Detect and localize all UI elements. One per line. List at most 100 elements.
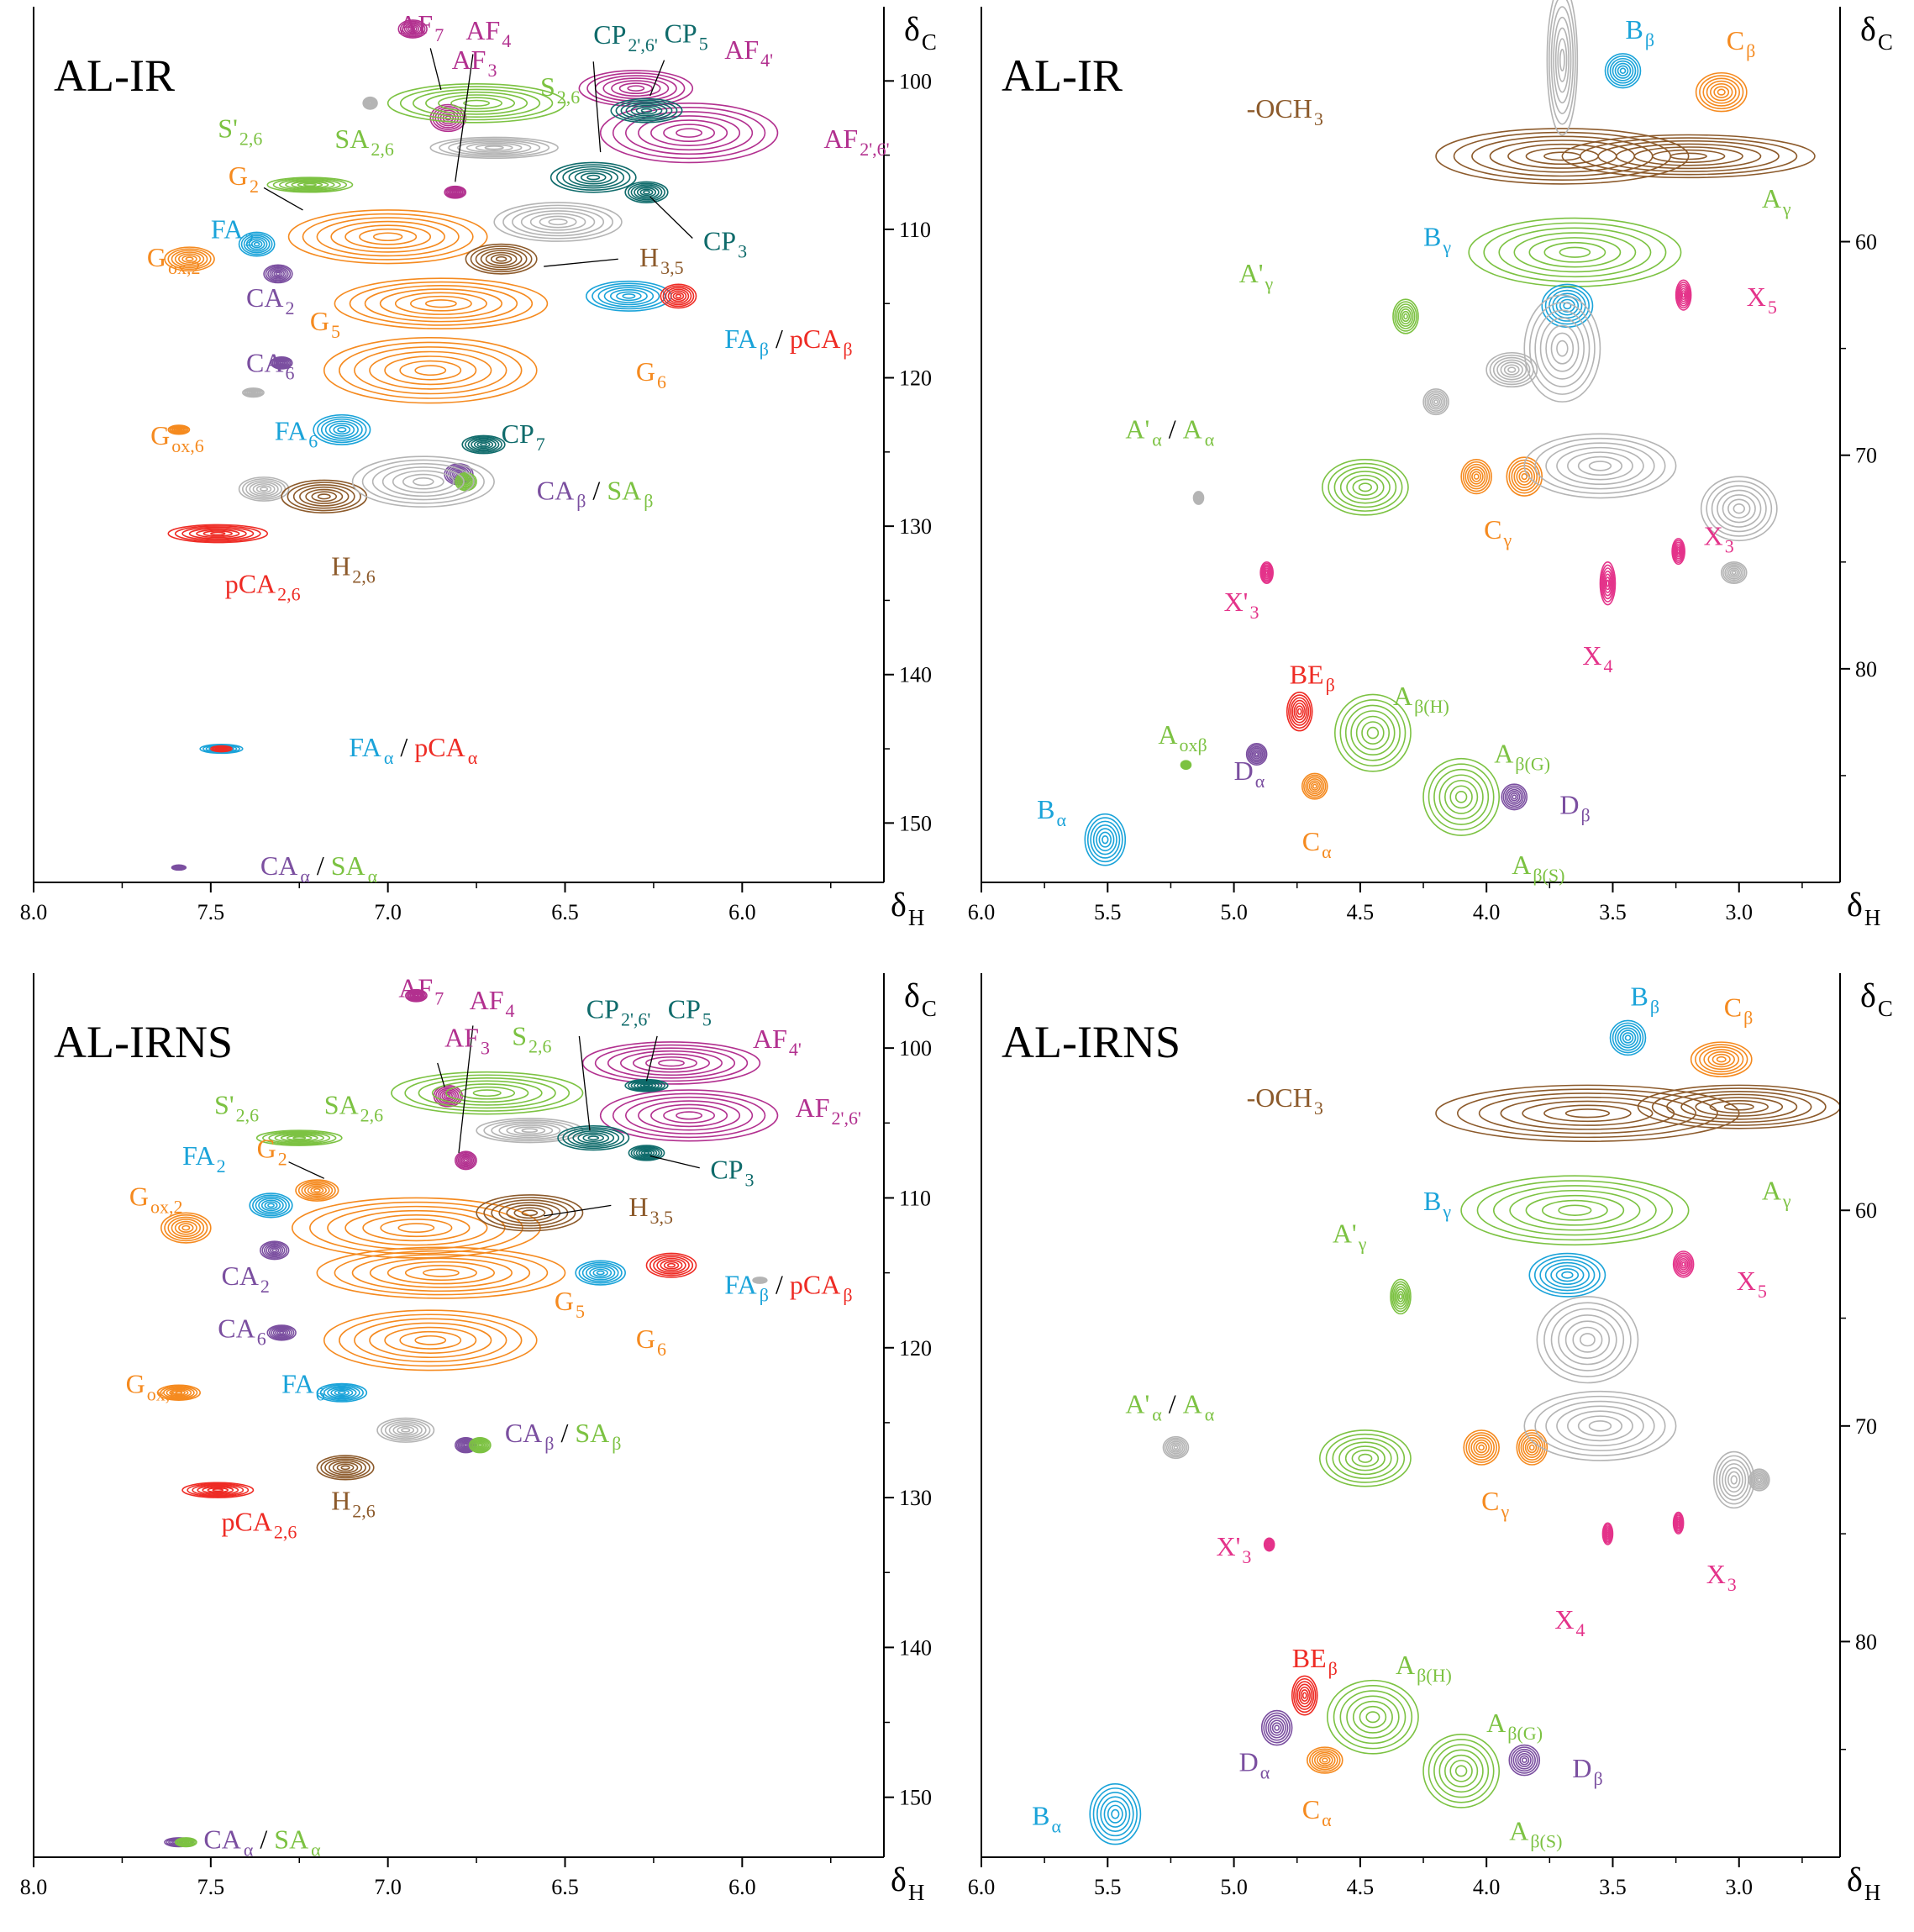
peak-label: S'2,6 — [214, 1090, 259, 1126]
peak-label: Aβ(S) — [1509, 1815, 1562, 1851]
peak-label: AF2',6' — [823, 124, 889, 160]
peak-label-pair: FA β / pCA β — [724, 324, 852, 360]
x-tick-label: 6.0 — [728, 1875, 756, 1899]
contour-line — [1673, 541, 1684, 561]
contour-line — [1506, 788, 1522, 805]
contour-line — [491, 1199, 569, 1227]
peak-label: Cγ — [1481, 1486, 1509, 1522]
contour-peak — [1301, 772, 1328, 800]
contour-line — [1465, 1432, 1497, 1463]
contour-line — [1510, 792, 1519, 802]
contour-peak — [1695, 71, 1748, 113]
peak-label: Aβ(G) — [1494, 739, 1550, 775]
contour-line — [1296, 1683, 1313, 1708]
contour-line — [1365, 1711, 1380, 1724]
contour-line — [1518, 470, 1531, 483]
contour-line — [475, 247, 528, 271]
contour-line — [1339, 1690, 1407, 1745]
contour-line — [1712, 1450, 1755, 1509]
contour-line — [286, 1134, 313, 1141]
contour-line — [275, 271, 281, 276]
peak-label: CA2 — [221, 1261, 269, 1297]
contour-line — [1264, 569, 1270, 576]
contour-peak — [167, 524, 269, 544]
contour-line — [1751, 1471, 1768, 1488]
contour-line — [316, 217, 460, 257]
y-tick-label: 120 — [899, 366, 932, 391]
peak-label-pair: CA α / SA α — [260, 850, 378, 887]
contour-line — [275, 1329, 289, 1337]
contour-line — [287, 482, 361, 512]
contour-line — [183, 1840, 188, 1844]
contour-line — [248, 238, 266, 250]
peak-label: X3 — [1704, 520, 1734, 556]
contour-line — [1431, 397, 1441, 407]
contour-line — [477, 1443, 482, 1447]
contour-line — [1328, 462, 1403, 512]
contour-line — [612, 107, 766, 160]
contour-line — [275, 359, 289, 367]
leader-line — [437, 1062, 445, 1087]
contour-line — [580, 172, 607, 182]
x-tick-label: 5.0 — [1220, 1875, 1248, 1899]
leader-line — [649, 1155, 700, 1169]
contour-peak — [1334, 693, 1412, 772]
contour-line — [630, 1145, 663, 1161]
contour-line — [1614, 1024, 1642, 1051]
contour-line — [1558, 1314, 1617, 1366]
contour-line — [1288, 694, 1312, 729]
contour-line — [366, 99, 374, 107]
contour-line — [313, 1187, 321, 1193]
contour-line — [1263, 567, 1270, 578]
contour-line — [1319, 1756, 1331, 1765]
contour-line — [1496, 359, 1528, 381]
contour-line — [445, 186, 465, 198]
peak-label: Dβ — [1572, 1753, 1602, 1789]
contour-peak — [1089, 1782, 1142, 1845]
contour-line — [1428, 1739, 1495, 1803]
contour-line — [1454, 1765, 1468, 1777]
contour-line — [371, 462, 475, 501]
contour-line — [1512, 794, 1517, 800]
contour-line — [279, 361, 284, 365]
contour-line — [1709, 1099, 1769, 1114]
contour-line — [1678, 1257, 1689, 1271]
contour-peak — [362, 96, 378, 110]
contour-line — [269, 267, 287, 280]
contour-line — [1549, 0, 1576, 125]
contour-line — [585, 1265, 616, 1281]
contour-line — [271, 269, 285, 279]
contour-line — [429, 136, 559, 159]
contour-line — [1265, 570, 1269, 576]
peak-label: BEβ — [1292, 1643, 1338, 1679]
contour-line — [337, 1390, 346, 1395]
contour-line — [364, 97, 376, 108]
contour-line — [660, 283, 697, 309]
contour-line — [572, 1130, 615, 1146]
peak-label: Aβ(H) — [1393, 681, 1449, 717]
x-tick-label: 6.5 — [551, 1875, 579, 1899]
contour-line — [276, 360, 287, 366]
peak-label: Dα — [1234, 755, 1265, 792]
contour-line — [455, 1151, 476, 1169]
contour-line — [634, 1081, 660, 1090]
contour-line — [1730, 1475, 1738, 1485]
contour-line — [1333, 1685, 1413, 1750]
contour-line — [615, 99, 678, 122]
contour-peak — [1422, 388, 1449, 416]
contour-line — [368, 101, 372, 105]
peak-label: -OCH3 — [1247, 1082, 1323, 1119]
contour-line — [266, 1324, 297, 1341]
contour-line — [381, 466, 465, 497]
contour-line — [202, 1486, 234, 1494]
contour-line — [1539, 317, 1585, 380]
contour-line — [1521, 473, 1528, 481]
contour-line — [329, 422, 355, 437]
contour-line — [1727, 498, 1751, 519]
contour-line — [446, 187, 464, 197]
contour-peak — [610, 97, 683, 124]
contour-peak — [386, 82, 566, 124]
y-tick-label: 110 — [899, 1186, 931, 1210]
contour-line — [1713, 86, 1730, 98]
contour-line — [320, 418, 363, 441]
